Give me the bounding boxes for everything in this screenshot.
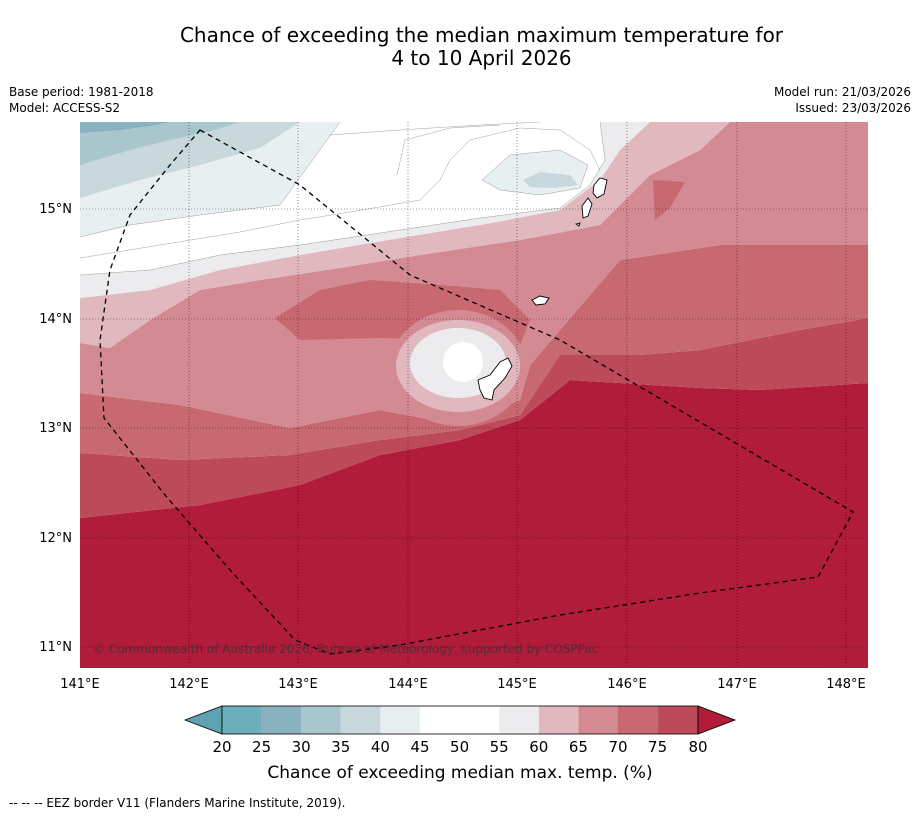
x-tick-144: 144°E bbox=[388, 677, 428, 692]
y-tick-14n: 14°N bbox=[39, 312, 72, 327]
band-25-30 bbox=[80, 122, 170, 133]
forecast-map: © Commonwealth of Australia 2026, Bureau… bbox=[39, 122, 868, 783]
x-tick-146: 146°E bbox=[607, 677, 647, 692]
colorbar-seg-30-35 bbox=[301, 706, 341, 734]
cb-tick-25: 25 bbox=[252, 738, 271, 756]
y-tick-11n: 11°N bbox=[39, 640, 72, 655]
cb-tick-55: 55 bbox=[490, 738, 509, 756]
colorbar-tick-labels: 20 25 30 35 40 45 50 55 60 65 70 75 80 bbox=[212, 738, 707, 756]
contour-lines bbox=[80, 122, 606, 276]
x-tick-labels: 141°E 142°E 143°E 144°E 145°E 146°E 147°… bbox=[60, 677, 866, 692]
y-tick-13n: 13°N bbox=[39, 421, 72, 436]
colorbar-frame bbox=[221, 705, 699, 735]
colorbar-seg-50-55 bbox=[459, 706, 500, 734]
eez-footnote: -- -- -- EEZ border V11 (Flanders Marine… bbox=[9, 796, 346, 810]
model-name: Model: ACCESS-S2 bbox=[9, 101, 121, 115]
band-60-65 bbox=[80, 122, 730, 348]
cb-tick-20: 20 bbox=[212, 738, 231, 756]
copyright-notice: © Commonwealth of Australia 2026, Bureau… bbox=[93, 642, 598, 656]
cb-tick-45: 45 bbox=[410, 738, 429, 756]
cb-tick-40: 40 bbox=[371, 738, 390, 756]
x-tick-143: 143°E bbox=[278, 677, 318, 692]
colorbar-seg-45-50 bbox=[420, 706, 460, 734]
base-period: Base period: 1981-2018 bbox=[9, 85, 154, 99]
meta-right: Model run: 21/03/2026 Issued: 23/03/2026 bbox=[774, 84, 911, 116]
saipan-island bbox=[592, 177, 608, 199]
x-tick-145: 145°E bbox=[497, 677, 537, 692]
cb-tick-50: 50 bbox=[450, 738, 469, 756]
issued-date: Issued: 23/03/2026 bbox=[795, 101, 911, 115]
colorbar-label: Chance of exceeding median max. temp. (%… bbox=[267, 763, 652, 783]
cb-tick-80: 80 bbox=[688, 738, 707, 756]
cb-tick-60: 60 bbox=[529, 738, 548, 756]
eez-border bbox=[99, 129, 854, 655]
chart-title-line1: Chance of exceeding the median maximum t… bbox=[179, 23, 784, 47]
band-30-35 bbox=[80, 122, 240, 165]
guam-ring-50 bbox=[443, 342, 483, 382]
tinian-island bbox=[581, 197, 593, 219]
rota-island bbox=[531, 295, 550, 306]
colorbar-seg-65-70 bbox=[578, 706, 618, 734]
cb-tick-70: 70 bbox=[608, 738, 627, 756]
landmasses bbox=[477, 177, 608, 401]
y-tick-15n: 15°N bbox=[39, 202, 72, 217]
high-patch bbox=[653, 180, 685, 220]
band-55-60 bbox=[80, 122, 650, 298]
band-75-80 bbox=[80, 318, 868, 518]
x-tick-142: 142°E bbox=[169, 677, 209, 692]
model-run: Model run: 21/03/2026 bbox=[773, 85, 911, 99]
x-tick-147: 147°E bbox=[717, 677, 757, 692]
band-70-75 bbox=[80, 245, 868, 460]
colorbar-seg-40-45 bbox=[380, 706, 420, 734]
colorbar-seg-60-65 bbox=[538, 706, 579, 734]
y-tick-12n: 12°N bbox=[39, 531, 72, 546]
colorbar-seg-20-25 bbox=[222, 706, 262, 734]
cb-tick-35: 35 bbox=[331, 738, 350, 756]
colorbar-seg-75-80 bbox=[657, 706, 698, 734]
x-tick-148: 148°E bbox=[826, 677, 866, 692]
guam-island bbox=[477, 357, 513, 401]
contour-fills bbox=[80, 122, 868, 668]
colorbar-arrow-low bbox=[183, 705, 223, 735]
cb-tick-75: 75 bbox=[648, 738, 667, 756]
band-gt80 bbox=[80, 380, 868, 668]
y-tick-labels: 15°N 14°N 13°N 12°N 11°N bbox=[39, 202, 72, 655]
cb-tick-65: 65 bbox=[569, 738, 588, 756]
colorbar bbox=[183, 705, 737, 735]
colorbar-seg-35-40 bbox=[340, 706, 381, 734]
gridlines bbox=[80, 122, 868, 668]
aguijan-island bbox=[574, 222, 581, 227]
meta-left: Base period: 1981-2018 Model: ACCESS-S2 bbox=[9, 84, 154, 116]
x-tick-141: 141°E bbox=[60, 677, 100, 692]
low-centre-inner bbox=[523, 172, 578, 188]
cb-tick-30: 30 bbox=[292, 738, 311, 756]
colorbar-seg-70-75 bbox=[618, 706, 658, 734]
colorbar-seg-55-60 bbox=[499, 706, 539, 734]
colorbar-arrow-high bbox=[697, 705, 737, 735]
chart-title-line2: 4 to 10 April 2026 bbox=[391, 46, 572, 70]
colorbar-seg-25-30 bbox=[261, 706, 302, 734]
